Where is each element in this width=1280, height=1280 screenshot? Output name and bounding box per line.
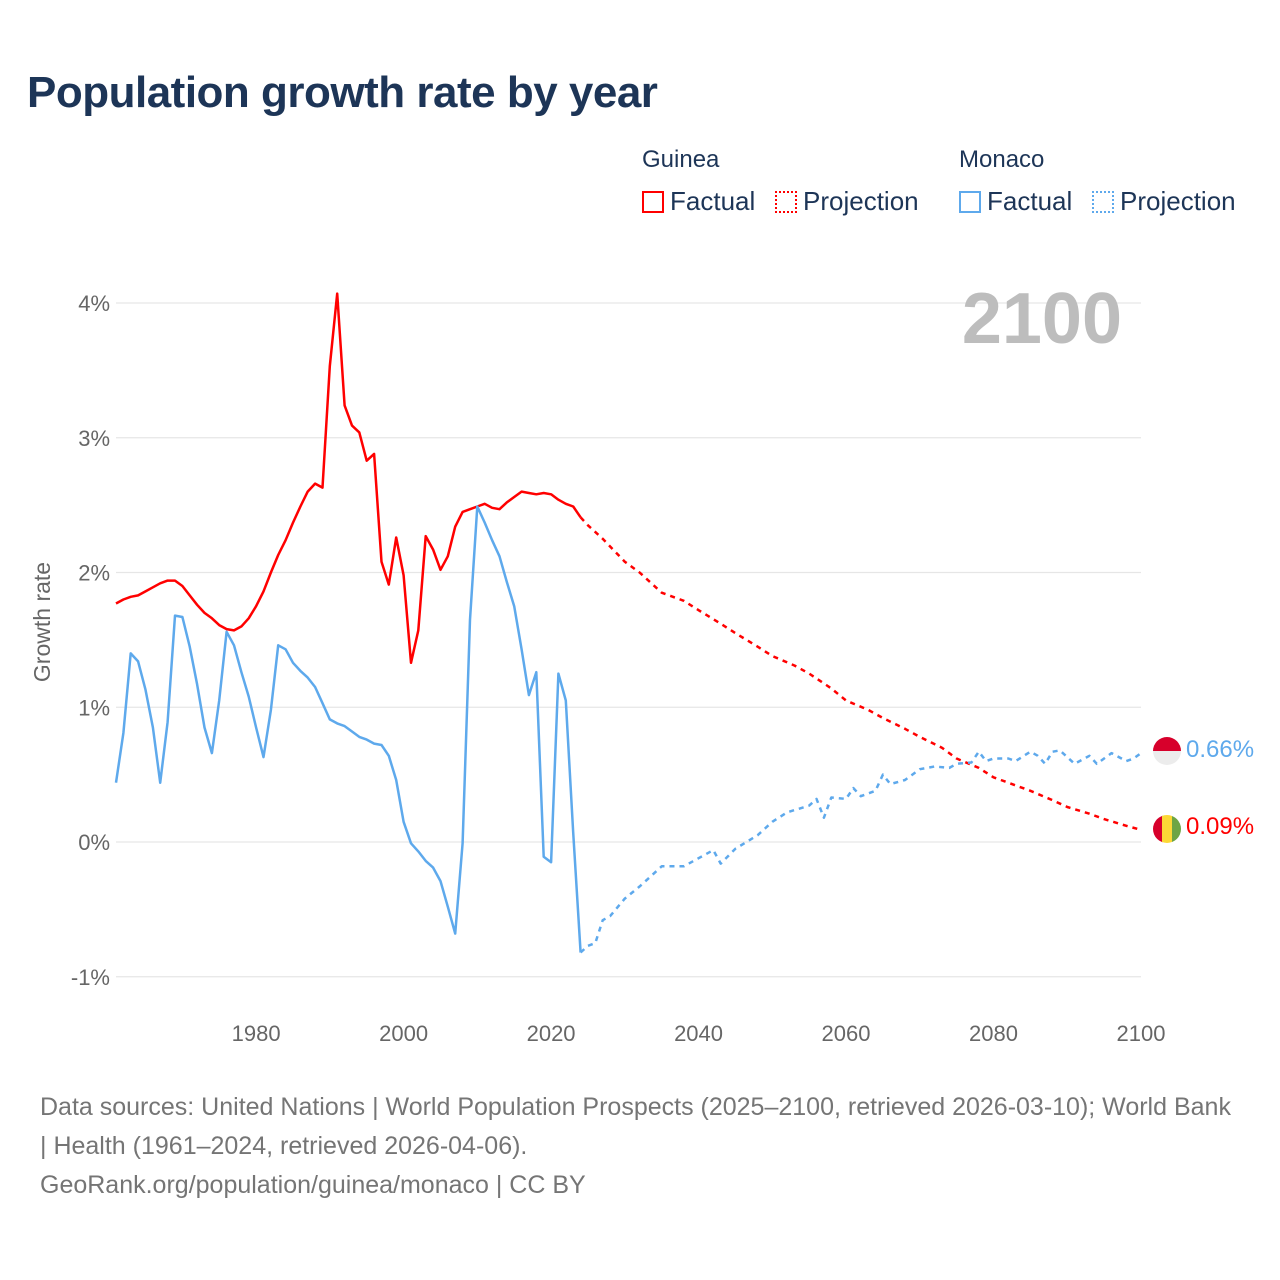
- y-tick-label: 4%: [78, 291, 110, 316]
- legend-guinea-factual[interactable]: Factual: [642, 186, 755, 217]
- data-sources: Data sources: United Nations | World Pop…: [40, 1093, 1231, 1160]
- x-tick-label: 2000: [379, 1021, 428, 1046]
- source-link[interactable]: GeoRank.org/population/guinea/monaco | C…: [40, 1171, 586, 1199]
- series-line-guinea-factual: [115, 292, 582, 665]
- footer: Data sources: United Nations | World Pop…: [40, 1088, 1240, 1205]
- dotted-swatch-icon: [775, 190, 797, 213]
- y-tick-label: -1%: [71, 965, 110, 990]
- legend-group-monaco: Monaco: [959, 146, 1045, 173]
- monaco-flag-icon: [1153, 737, 1181, 765]
- solid-swatch-icon: [959, 190, 981, 213]
- monaco-end-label: 0.66%: [1186, 736, 1255, 763]
- y-tick-label: 2%: [78, 561, 110, 586]
- y-axis-label: Growth rate: [29, 562, 55, 682]
- legend-monaco-factual[interactable]: Factual: [959, 186, 1072, 217]
- dotted-swatch-icon: [1092, 190, 1114, 213]
- x-tick-label: 2020: [527, 1021, 576, 1046]
- guinea-end-label: 0.09%: [1186, 813, 1255, 840]
- legend-monaco-projection[interactable]: Projection: [1092, 186, 1236, 217]
- legend-label: Projection: [1120, 186, 1236, 216]
- series-line-guinea-projection: [579, 516, 1142, 832]
- y-tick-label: 3%: [78, 426, 110, 451]
- x-tick-label: 1980: [232, 1021, 281, 1046]
- x-tick-label: 2060: [822, 1021, 871, 1046]
- y-tick-label: 0%: [78, 830, 110, 855]
- x-tick-label: 2100: [1117, 1021, 1166, 1046]
- x-tick-label: 2040: [674, 1021, 723, 1046]
- legend-label: Factual: [987, 186, 1073, 216]
- y-tick-label: 1%: [78, 695, 110, 720]
- legend-label: Projection: [803, 186, 919, 216]
- legend-group-guinea: Guinea: [642, 146, 720, 173]
- series-line-monaco-projection: [579, 749, 1142, 954]
- solid-swatch-icon: [642, 190, 664, 213]
- x-tick-label: 2080: [969, 1021, 1018, 1046]
- guinea-flag-icon: [1153, 815, 1181, 843]
- legend-label: Factual: [670, 186, 756, 216]
- series-line-monaco-factual: [114, 505, 582, 953]
- year-label: 2100: [961, 279, 1122, 359]
- chart-title: Population growth rate by year: [27, 68, 658, 117]
- legend-guinea-projection[interactable]: Projection: [775, 186, 919, 217]
